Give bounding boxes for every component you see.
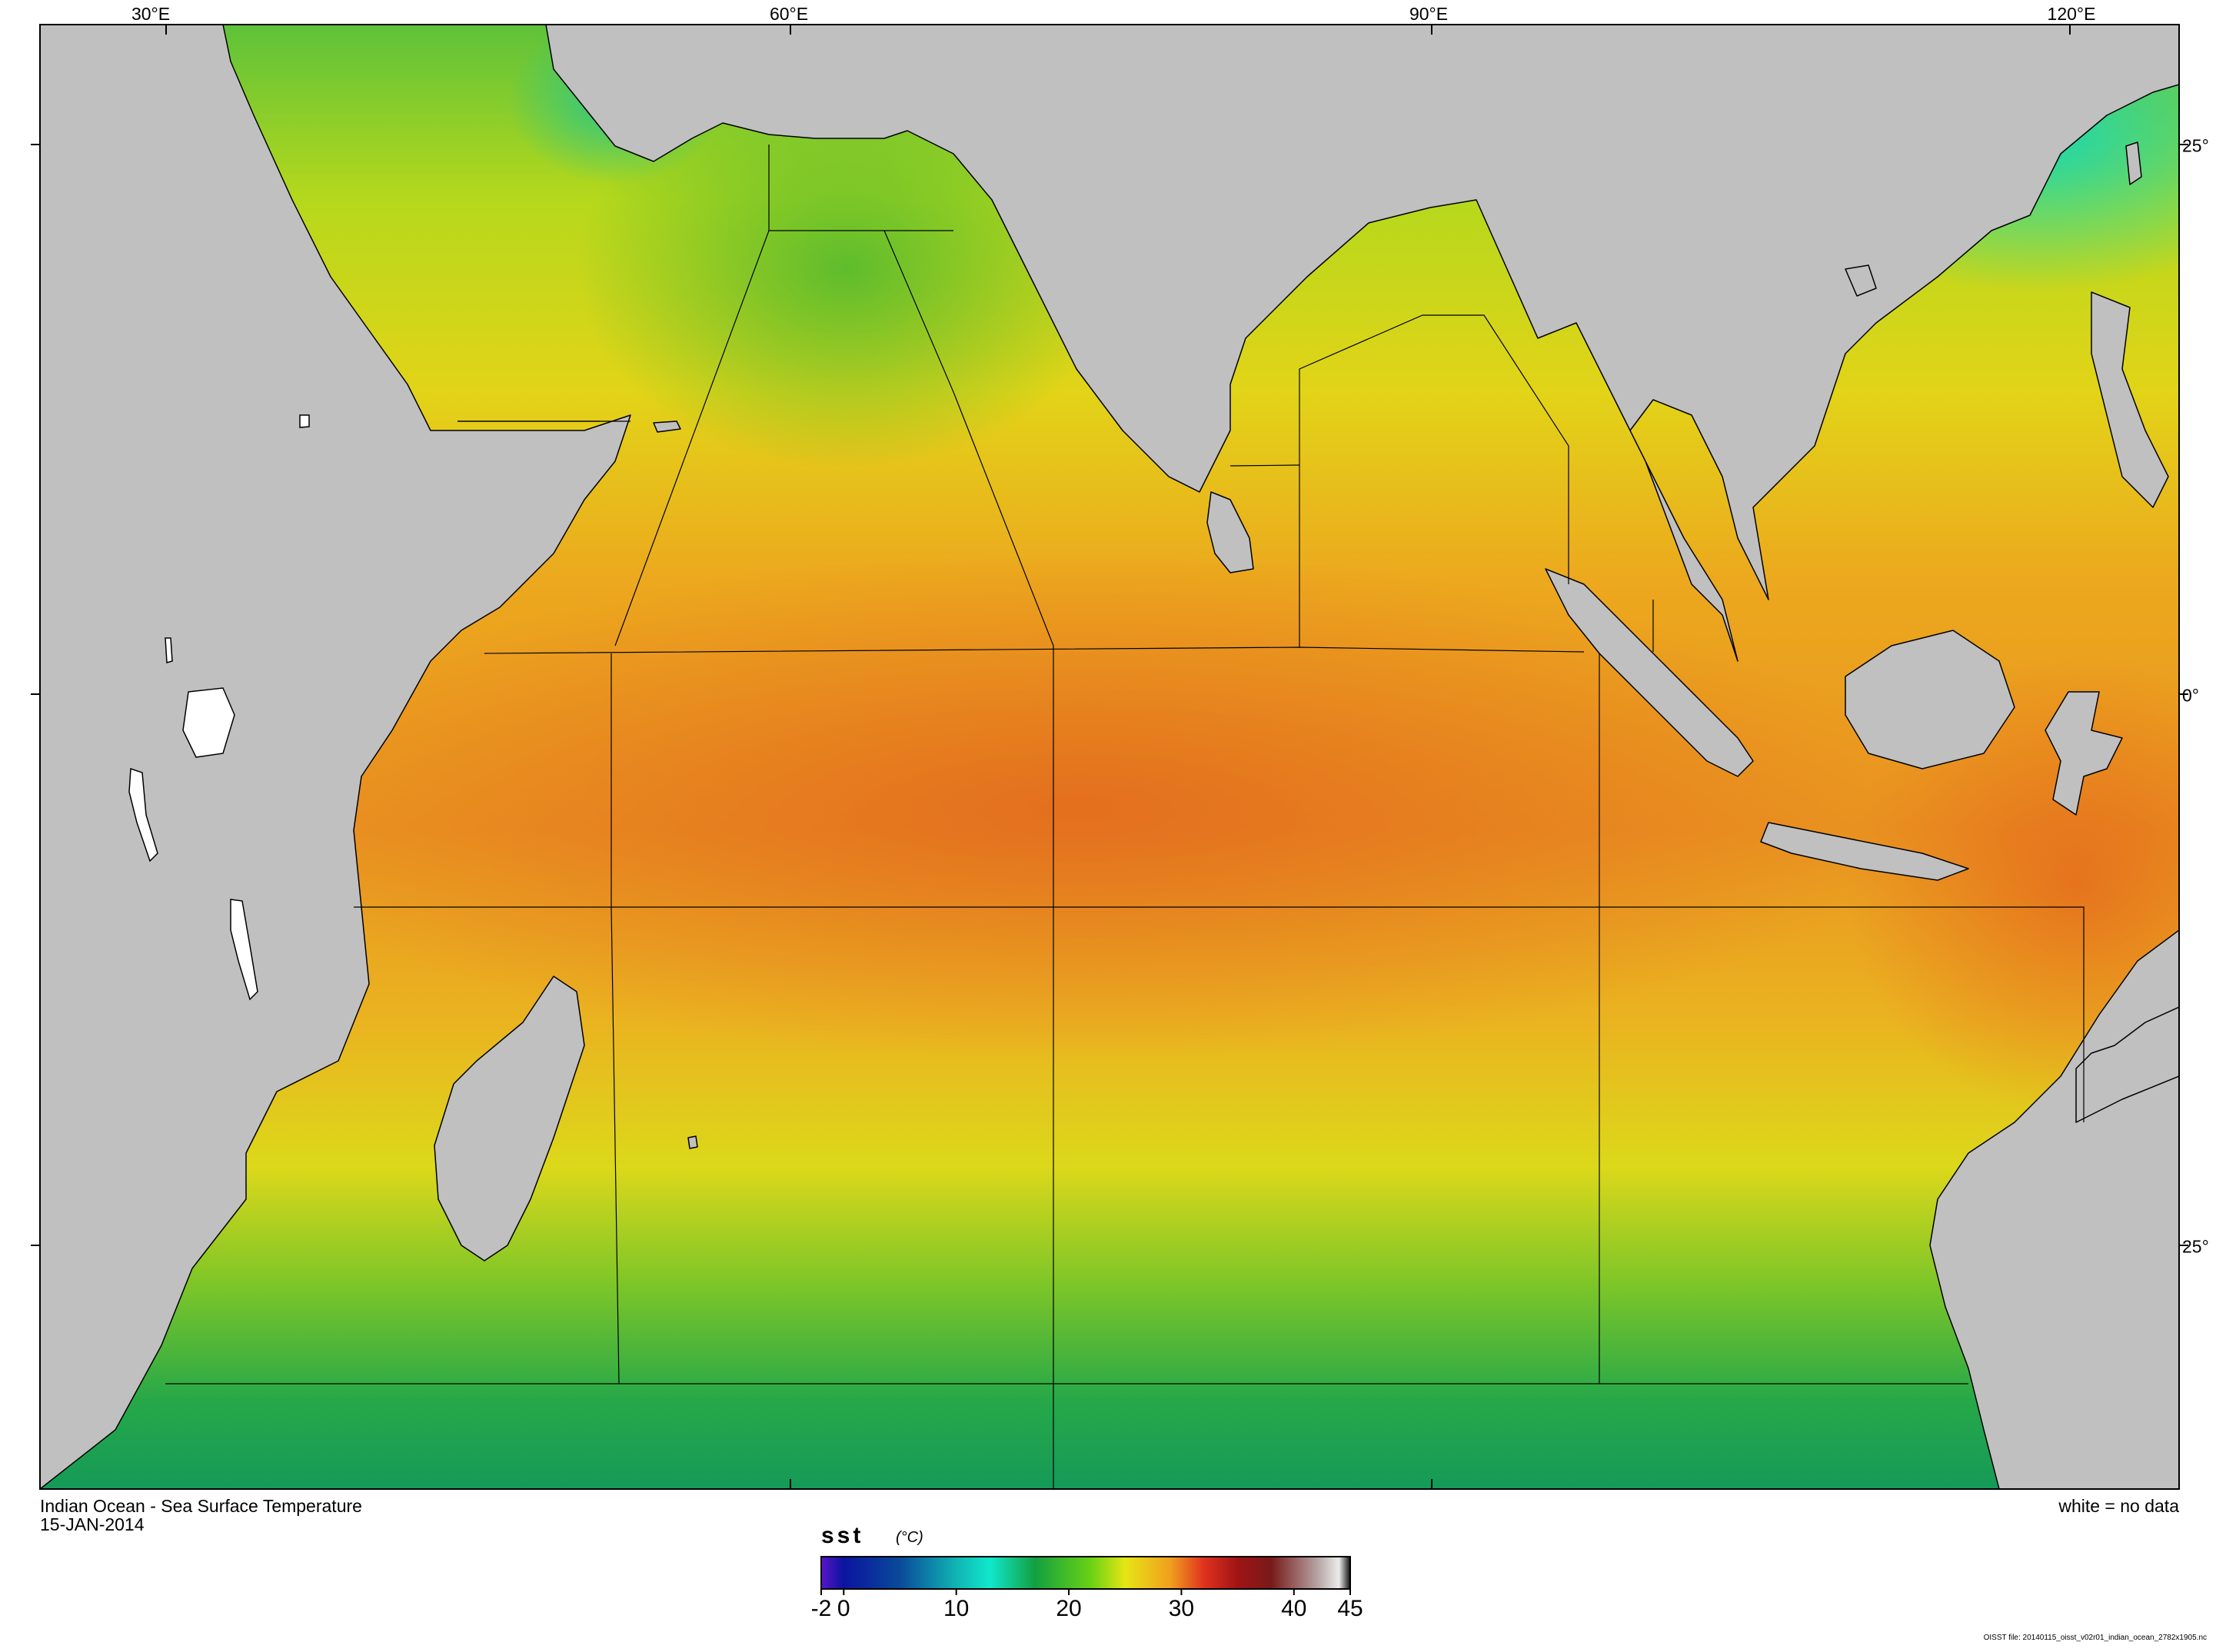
- region-boundaries: [165, 145, 2085, 1489]
- colorbar: [820, 1556, 1351, 1590]
- sumatra: [1545, 568, 1754, 777]
- map-area: [40, 25, 2179, 1489]
- colorbar-tick-label: 45: [1337, 1596, 1363, 1621]
- colorbar-tick-label: 40: [1281, 1596, 1307, 1621]
- no-data-note: white = no data: [2058, 1496, 2179, 1516]
- lon-ticks: [165, 25, 2071, 1489]
- taiwan: [2125, 141, 2142, 185]
- lake-turkana: [165, 637, 173, 663]
- lon-label-120e: 120°E: [2047, 4, 2096, 24]
- map-frame: [39, 24, 2180, 1490]
- colorbar-tick-label: -2: [810, 1596, 832, 1621]
- colorbar-variable: sst: [821, 1523, 864, 1548]
- socotra: [653, 420, 681, 433]
- map-date: 15-JAN-2014: [40, 1514, 145, 1534]
- colorbar-tick-label: 10: [943, 1596, 970, 1621]
- lake-victoria: [182, 687, 235, 758]
- lake-tana: [299, 414, 310, 428]
- madagascar: [434, 976, 585, 1261]
- colorbar-units: (°C): [896, 1529, 923, 1546]
- philippines: [2091, 291, 2169, 508]
- lat-label-0: 0°: [2182, 685, 2199, 706]
- sulawesi: [2045, 691, 2123, 816]
- file-label: OISST file: 20140115_oisst_v02r01_indian…: [1983, 1634, 2207, 1642]
- lon-label-30e: 30°E: [131, 4, 171, 24]
- lon-label-60e: 60°E: [769, 4, 809, 24]
- hainan: [1845, 264, 1877, 297]
- arabia-asia-landmass: [222, 25, 2179, 662]
- map-title: Indian Ocean - Sea Surface Temperature: [40, 1496, 362, 1516]
- lat-label-25s: 25°: [2182, 1236, 2209, 1257]
- no-data-areas: [128, 414, 310, 1001]
- lon-label-90e: 90°E: [1409, 4, 1449, 24]
- colorbar-ticks: [820, 1589, 1351, 1595]
- sri-lanka: [1206, 491, 1254, 573]
- java: [1760, 822, 1969, 881]
- australia-northwest-coast: [2075, 1006, 2179, 1123]
- borneo: [1845, 630, 2015, 769]
- lat-ticks: [31, 144, 2188, 1246]
- africa-landmass: [40, 25, 631, 1489]
- land-masses: [40, 25, 2179, 1489]
- colorbar-tick-label: 20: [1056, 1596, 1082, 1621]
- lat-label-25n: 25°: [2182, 135, 2209, 156]
- lake-tanganyika: [128, 767, 158, 863]
- warm-pool: [231, 553, 1922, 1061]
- mauritius: [687, 1135, 698, 1149]
- colorbar-tick-label: 30: [1168, 1596, 1195, 1621]
- lake-malawi: [230, 899, 258, 1001]
- colorbar-tick-label: 0: [837, 1596, 850, 1621]
